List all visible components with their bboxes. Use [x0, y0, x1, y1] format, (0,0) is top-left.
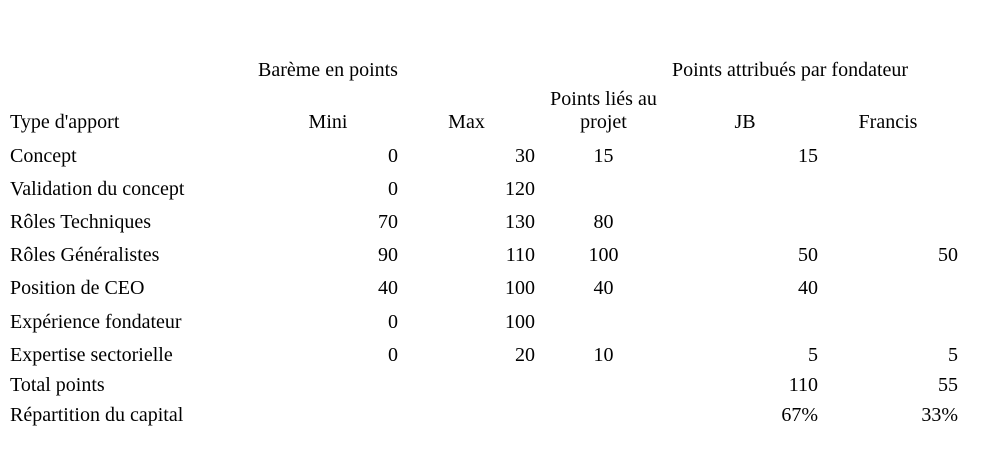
table-row: Expérience fondateur 0 100 — [10, 301, 958, 334]
row-max: 110 — [505, 244, 535, 267]
row-label: Rôles Généralistes — [10, 244, 160, 267]
row-francis — [818, 268, 958, 301]
header-type-dapport: Type d'apport — [10, 111, 120, 134]
table-row: Concept 0 30 15 15 — [10, 135, 958, 168]
total-points-francis: 55 — [938, 373, 958, 396]
row-francis: 5 — [948, 343, 958, 366]
header-row-subcolumns: Mini Max JB Francis — [10, 83, 958, 135]
total-points-row: Total points 110 55 — [10, 367, 958, 397]
row-jb: 5 — [808, 343, 818, 366]
row-jb — [672, 201, 818, 234]
header-max: Max — [448, 111, 485, 134]
row-projet: 10 — [593, 343, 614, 366]
repartition-mini-empty — [258, 397, 398, 427]
row-jb — [672, 168, 818, 201]
table-row: Rôles Techniques 70 130 80 — [10, 201, 958, 234]
row-projet — [535, 301, 672, 334]
row-mini: 40 — [378, 277, 398, 300]
table-row: Validation du concept 0 120 — [10, 168, 958, 201]
header-jb: JB — [734, 111, 756, 134]
row-mini: 0 — [388, 343, 398, 366]
header-francis: Francis — [858, 111, 918, 134]
row-max: 130 — [505, 210, 535, 233]
row-francis — [818, 201, 958, 234]
row-max: 120 — [505, 177, 535, 200]
row-jb — [672, 301, 818, 334]
repartition-label: Répartition du capital — [10, 403, 184, 426]
header-points-lies-au-projet: Points liés au projet — [550, 87, 657, 134]
row-projet: 15 — [593, 144, 614, 167]
row-max: 30 — [515, 144, 535, 167]
row-label: Rôles Techniques — [10, 210, 151, 233]
row-francis — [818, 168, 958, 201]
row-label: Validation du concept — [10, 177, 185, 200]
header-group-bareme: Barème en points — [258, 59, 398, 82]
row-francis: 50 — [938, 244, 958, 267]
row-mini: 70 — [378, 210, 398, 233]
row-jb: 15 — [798, 144, 818, 167]
row-jb: 40 — [798, 277, 818, 300]
row-mini: 0 — [388, 144, 398, 167]
row-projet: 100 — [588, 244, 619, 267]
row-mini: 0 — [388, 177, 398, 200]
repartition-jb: 67% — [781, 403, 818, 426]
repartition-capital-row: Répartition du capital 67% 33% — [10, 397, 958, 427]
row-label: Expertise sectorielle — [10, 343, 173, 366]
row-projet: 40 — [593, 277, 614, 300]
row-label: Concept — [10, 144, 77, 167]
row-jb: 50 — [798, 244, 818, 267]
table-row: Position de CEO 40 100 40 40 — [10, 268, 958, 301]
row-mini: 90 — [378, 244, 398, 267]
row-mini: 0 — [388, 310, 398, 333]
header-group-points-attribues-fondateur: Points attribués par fondateur — [672, 59, 909, 82]
row-projet — [535, 168, 672, 201]
row-projet: 80 — [593, 210, 614, 233]
table-row: Rôles Généralistes 90 110 100 50 50 — [10, 235, 958, 268]
row-label: Expérience fondateur — [10, 310, 182, 333]
header-mini: Mini — [308, 111, 348, 134]
capital-split-table-container: Type d'apport Barème en points Points li… — [10, 24, 958, 427]
row-francis — [818, 135, 958, 168]
capital-split-table: Type d'apport Barème en points Points li… — [10, 24, 958, 427]
row-max: 100 — [505, 310, 535, 333]
row-max: 20 — [515, 343, 535, 366]
row-label: Position de CEO — [10, 277, 145, 300]
repartition-francis: 33% — [921, 403, 958, 426]
row-francis — [818, 301, 958, 334]
total-points-label: Total points — [10, 373, 105, 396]
repartition-merged-empty — [398, 397, 672, 427]
row-max: 100 — [505, 277, 535, 300]
table-row: Expertise sectorielle 0 20 10 5 5 — [10, 334, 958, 367]
total-points-jb: 110 — [788, 373, 818, 396]
header-row-groups: Type d'apport Barème en points Points li… — [10, 24, 958, 133]
